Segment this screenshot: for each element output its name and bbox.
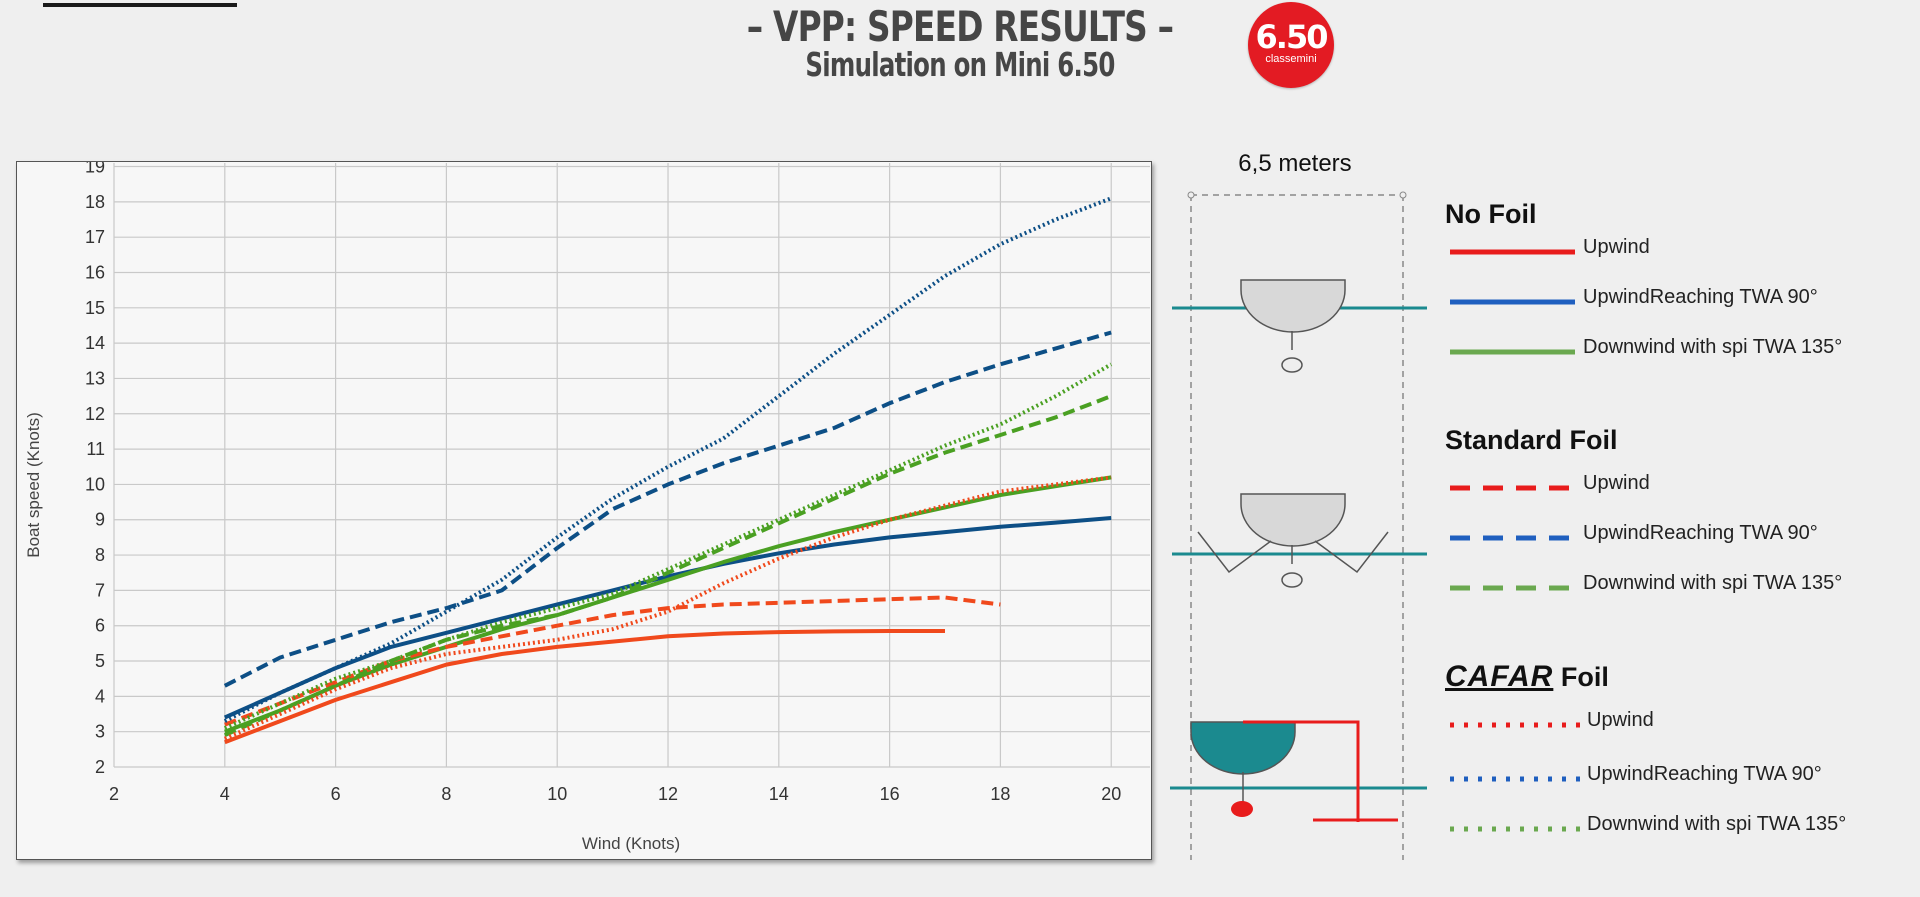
legend-swatch <box>1450 249 1575 255</box>
legend-item-label: UpwindReaching TWA 90° <box>1583 286 1818 308</box>
x-tick-label: 20 <box>1101 784 1121 804</box>
legend-swatch <box>1450 535 1575 541</box>
y-tick-label: 6 <box>95 616 105 636</box>
standard-foil-hull-icon <box>1172 493 1427 588</box>
x-tick-label: 8 <box>441 784 451 804</box>
x-tick-label: 12 <box>658 784 678 804</box>
chart-grid <box>113 163 1150 768</box>
top-rule <box>43 3 237 7</box>
y-tick-label: 9 <box>95 510 105 530</box>
y-tick-label: 2 <box>95 757 105 777</box>
legend-swatch <box>1450 826 1580 832</box>
logo-caption: classemini <box>1265 53 1317 65</box>
page-title: – VPP: SPEED RESULTS – <box>746 2 1174 51</box>
legend-item: Downwind with spi TWA 135° <box>1445 572 1915 602</box>
no-foil-hull-icon <box>1172 279 1427 373</box>
y-tick-label: 5 <box>95 651 105 671</box>
legend-swatch <box>1450 349 1575 355</box>
x-tick-label: 2 <box>109 784 119 804</box>
x-tick-label: 16 <box>880 784 900 804</box>
y-tick-label: 15 <box>85 298 105 318</box>
series-line-dotted <box>223 362 1113 730</box>
series-line-solid <box>224 475 1112 734</box>
y-tick-label: 18 <box>85 192 105 212</box>
page-subtitle: Simulation on Mini 6.50 <box>805 45 1115 84</box>
legend-item-label: Upwind <box>1583 472 1650 494</box>
series-line-dotted <box>223 475 1112 741</box>
legend-item: UpwindReaching TWA 90° <box>1445 522 1915 552</box>
series-line-dashed <box>223 394 1112 738</box>
y-tick-label: 16 <box>85 262 105 282</box>
legend-item-label: Upwind <box>1587 709 1654 731</box>
legend-item: Upwind <box>1445 472 1915 502</box>
cafar-brand-logo: CAFAR <box>1445 660 1554 693</box>
legend-item-label: Downwind with spi TWA 135° <box>1583 336 1843 358</box>
legend-item-label: Downwind with spi TWA 135° <box>1587 813 1847 835</box>
x-tick-label: 4 <box>220 784 230 804</box>
legend-swatch <box>1450 585 1575 591</box>
y-tick-label: 4 <box>95 686 105 706</box>
legend-item: Downwind with spi TWA 135° <box>1445 336 1915 366</box>
chart-ticks: 2 4 6 8 10 12 14 16 18 20 2 3 4 5 6 7 8 9 10 11 12 13 14 15 16 17… <box>85 162 1121 804</box>
legend-item: UpwindReaching TWA 90° <box>1445 763 1915 793</box>
legend-heading-standard-foil: Standard Foil <box>1445 425 1618 456</box>
speed-chart: 2 4 6 8 10 12 14 16 18 20 2 3 4 5 6 7 8 9 10 11 12 13 14 15 16 17… <box>16 161 1152 860</box>
series-line-solid <box>223 516 1112 720</box>
chart-series <box>223 196 1113 745</box>
y-tick-label: 14 <box>85 333 105 353</box>
speed-chart-svg: 2 4 6 8 10 12 14 16 18 20 2 3 4 5 6 7 8 9 10 11 12 13 14 15 16 17… <box>24 162 1150 853</box>
hull-diagrams <box>1170 191 1427 860</box>
series-line-solid <box>224 629 945 745</box>
header: – VPP: SPEED RESULTS – Simulation on Min… <box>640 0 1280 84</box>
legend-heading-no-foil: No Foil <box>1445 199 1536 230</box>
series-line-dashed <box>224 595 1001 727</box>
y-tick-label: 3 <box>95 722 105 742</box>
x-axis-label: Wind (Knots) <box>582 834 680 853</box>
y-tick-label: 12 <box>85 404 105 424</box>
legend-item: Upwind <box>1445 709 1915 739</box>
hull-width-label: 6,5 meters <box>1238 150 1352 177</box>
series-line-dotted <box>223 196 1112 723</box>
series-line-dashed <box>223 330 1112 688</box>
legend-heading-text: No Foil <box>1445 199 1537 229</box>
y-tick-label: 7 <box>95 580 105 600</box>
legend-item-label: Upwind <box>1583 236 1650 258</box>
legend-swatch <box>1450 299 1575 305</box>
y-axis-label: Boat speed (Knots) <box>24 412 43 558</box>
cafar-foil-hull-icon <box>1170 720 1427 822</box>
legend-heading-text: Standard Foil <box>1445 425 1618 455</box>
x-tick-label: 18 <box>990 784 1010 804</box>
y-tick-label: 13 <box>85 368 105 388</box>
legend-item-label: UpwindReaching TWA 90° <box>1587 763 1822 785</box>
width-dimension <box>1187 191 1407 860</box>
legend-item: Downwind with spi TWA 135° <box>1445 813 1915 843</box>
legend-item-label: Downwind with spi TWA 135° <box>1583 572 1843 594</box>
y-tick-label: 17 <box>85 227 105 247</box>
legend-swatch <box>1450 722 1580 728</box>
legend-item: UpwindReaching TWA 90° <box>1445 286 1915 316</box>
y-tick-label: 10 <box>85 474 105 494</box>
legend-item-label: UpwindReaching TWA 90° <box>1583 522 1818 544</box>
legend-swatch <box>1450 776 1580 782</box>
legend-heading-text: Foil <box>1560 662 1609 692</box>
x-tick-label: 10 <box>547 784 567 804</box>
legend-swatch <box>1450 485 1575 491</box>
legend-heading-cafar-foil: CAFAR Foil <box>1445 660 1609 694</box>
class-mini-logo: 6.50 classemini <box>1248 2 1334 88</box>
legend-item: Upwind <box>1445 236 1915 266</box>
y-tick-label: 8 <box>95 545 105 565</box>
y-tick-label: 11 <box>86 439 105 459</box>
chart-legend: No Foil Standard Foil CAFAR Foil Upwind U… <box>1445 0 1915 897</box>
x-tick-label: 14 <box>769 784 789 804</box>
logo-number: 6.50 <box>1255 18 1329 56</box>
y-tick-label: 19 <box>85 162 105 177</box>
x-tick-label: 6 <box>331 784 341 804</box>
